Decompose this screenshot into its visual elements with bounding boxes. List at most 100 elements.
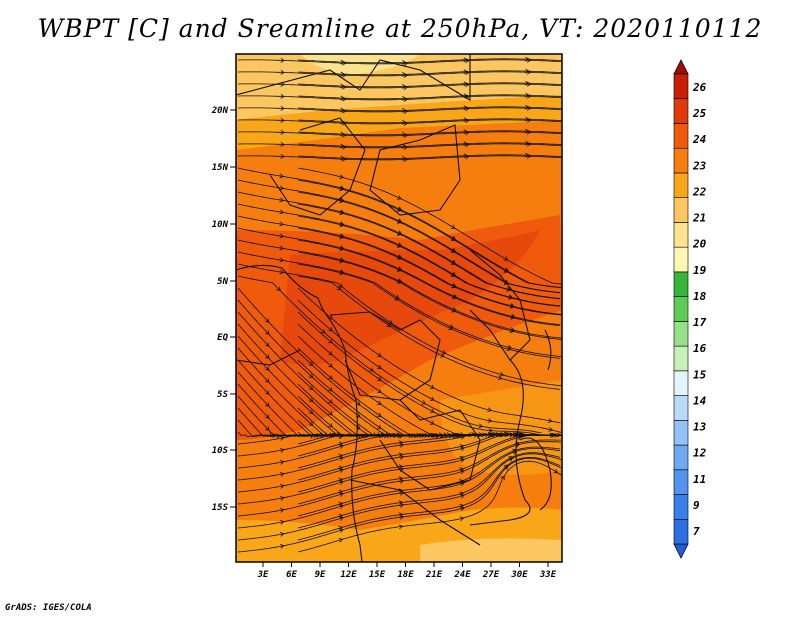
streamline-arrow xyxy=(459,432,465,437)
streamline-arrow xyxy=(340,107,345,113)
lat-tick-label: EQ xyxy=(217,333,228,343)
streamline-arrow xyxy=(377,400,382,405)
streamline-arrow xyxy=(279,233,285,239)
streamline xyxy=(297,106,562,112)
streamline xyxy=(237,457,562,553)
streamline-arrow xyxy=(339,480,344,485)
streamline-arrow xyxy=(355,401,361,406)
map-figure: 20N 15N 10N 5N EQ 5S 10S 15S 3E 6E 9E 12E 15E 18E 21E… xyxy=(211,53,707,580)
streamline-arrow xyxy=(279,484,285,489)
streamline-arrow xyxy=(396,279,402,284)
streamline xyxy=(238,95,562,101)
streamline xyxy=(297,118,562,124)
colorbar-arrow-top xyxy=(673,59,689,75)
streamline xyxy=(297,142,562,148)
streamline-arrow xyxy=(320,329,326,334)
streamline-arrow xyxy=(509,328,515,334)
streamline-arrow xyxy=(451,308,457,313)
streamline-arrow xyxy=(396,219,402,224)
colorbar-swatch xyxy=(673,321,689,347)
streamline-arrow xyxy=(339,210,344,216)
streamline-arrow xyxy=(264,366,270,371)
colorbar-swatch xyxy=(673,494,689,520)
streamline-arrow xyxy=(397,266,403,271)
streamline-arrow xyxy=(525,116,530,122)
streamline-arrow xyxy=(328,339,333,344)
streamline-arrow xyxy=(279,448,285,453)
streamline xyxy=(237,179,561,293)
streamline-arrow xyxy=(463,81,469,87)
streamline-arrow xyxy=(398,476,404,482)
streamline xyxy=(238,143,562,149)
streamline-arrow xyxy=(339,516,344,521)
streamline-arrow xyxy=(499,372,505,377)
streamline xyxy=(297,70,562,76)
streamline-arrow xyxy=(451,283,457,288)
streamline-arrow xyxy=(452,294,457,300)
streamline-arrow xyxy=(338,537,344,543)
streamline-arrow xyxy=(503,268,509,273)
streamline xyxy=(238,83,562,89)
streamline-arrow xyxy=(264,354,270,359)
streamline-arrow xyxy=(525,92,530,98)
colorbar-label: 17 xyxy=(693,316,707,329)
streamline-arrow xyxy=(451,235,457,241)
grads-credit: GrADS: IGES/COLA xyxy=(5,603,92,613)
streamline-arrow xyxy=(339,186,344,192)
chart-title: WBPT [C] and Sreamline at 250hPa, VT: 20… xyxy=(37,14,763,43)
streamline-arrow xyxy=(276,286,281,292)
streamline-arrow xyxy=(328,399,333,404)
streamline-arrow xyxy=(487,418,493,423)
streamline-arrow xyxy=(525,80,530,86)
streamline-arrow xyxy=(402,60,407,65)
streamline-arrow xyxy=(308,397,314,403)
streamline-arrow xyxy=(517,435,523,440)
streamline-arrow xyxy=(339,246,344,252)
streamline-arrow xyxy=(339,456,344,461)
streamline-arrow xyxy=(336,285,342,291)
streamline-arrow xyxy=(279,544,285,549)
longitude-axis: 3E 6E 9E 12E 15E 18E 21E 24E 27E 30E 33E xyxy=(257,562,557,580)
streamline-arrow xyxy=(280,129,285,135)
streamline-arrow xyxy=(398,524,404,530)
streamline-arrow xyxy=(525,140,530,146)
colorbar-swatch xyxy=(673,98,689,124)
streamline-arrow xyxy=(508,457,514,462)
streamline-arrow xyxy=(398,440,404,446)
streamline-arrow xyxy=(450,224,456,229)
streamline-arrow xyxy=(459,516,465,522)
streamline-arrow xyxy=(397,206,403,211)
streamline-arrow xyxy=(394,296,399,301)
streamline-arrow xyxy=(308,409,314,415)
streamline-arrow xyxy=(396,207,402,212)
streamline-arrow xyxy=(280,93,285,99)
streamline-arrow xyxy=(328,375,333,380)
colorbar-swatch xyxy=(673,271,689,297)
streamline-arrow xyxy=(340,155,345,161)
streamline-arrow xyxy=(279,472,285,477)
lat-tick-label: 10N xyxy=(212,220,229,230)
lon-tick-label: 33E xyxy=(539,570,557,580)
lat-tick-label: 15N xyxy=(212,163,229,173)
streamline-arrow xyxy=(377,424,382,429)
streamline-arrow xyxy=(548,427,554,432)
streamline-arrow xyxy=(402,144,407,149)
streamline-arrow xyxy=(279,197,285,203)
streamline-arrow xyxy=(279,245,285,251)
streamline-arrow xyxy=(328,363,333,368)
streamline-arrow xyxy=(398,488,404,494)
colorbar-label: 11 xyxy=(693,473,706,486)
streamline-arrow xyxy=(396,243,402,248)
streamline-arrow xyxy=(503,465,509,471)
streamline-arrow xyxy=(397,218,403,223)
colorbar-swatch xyxy=(673,73,689,100)
streamline-arrow xyxy=(264,342,270,347)
colorbar-swatch xyxy=(673,197,689,223)
streamline-arrow xyxy=(451,259,457,265)
streamline-arrow xyxy=(510,314,516,320)
streamline-arrow xyxy=(488,428,493,433)
lon-tick-label: 24E xyxy=(453,570,471,580)
streamline xyxy=(237,441,562,517)
streamline-arrow xyxy=(279,173,285,179)
streamline-arrow xyxy=(396,231,402,236)
